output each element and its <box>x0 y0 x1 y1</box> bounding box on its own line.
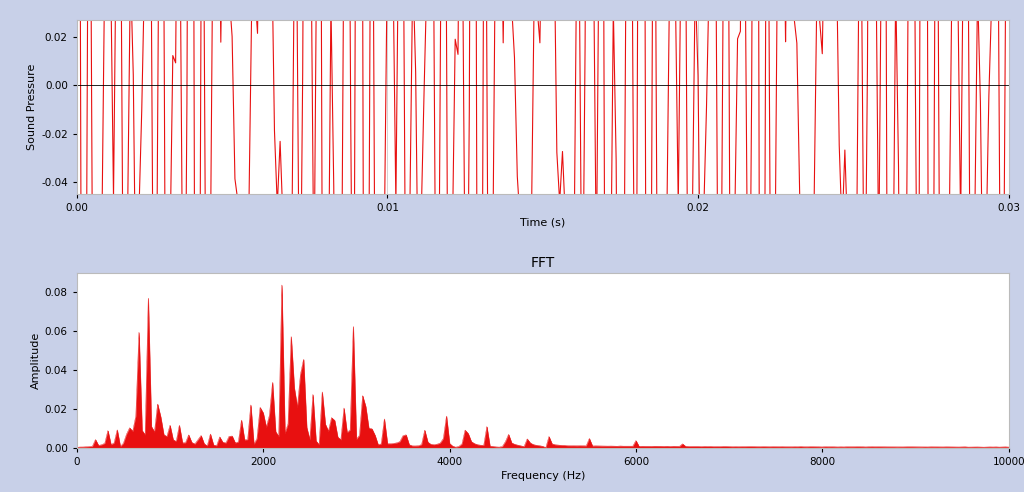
X-axis label: Time (s): Time (s) <box>520 217 565 228</box>
Title: FFT: FFT <box>530 256 555 271</box>
X-axis label: Frequency (Hz): Frequency (Hz) <box>501 471 585 481</box>
Y-axis label: Sound Pressure: Sound Pressure <box>27 64 37 150</box>
Y-axis label: Amplitude: Amplitude <box>31 332 41 389</box>
